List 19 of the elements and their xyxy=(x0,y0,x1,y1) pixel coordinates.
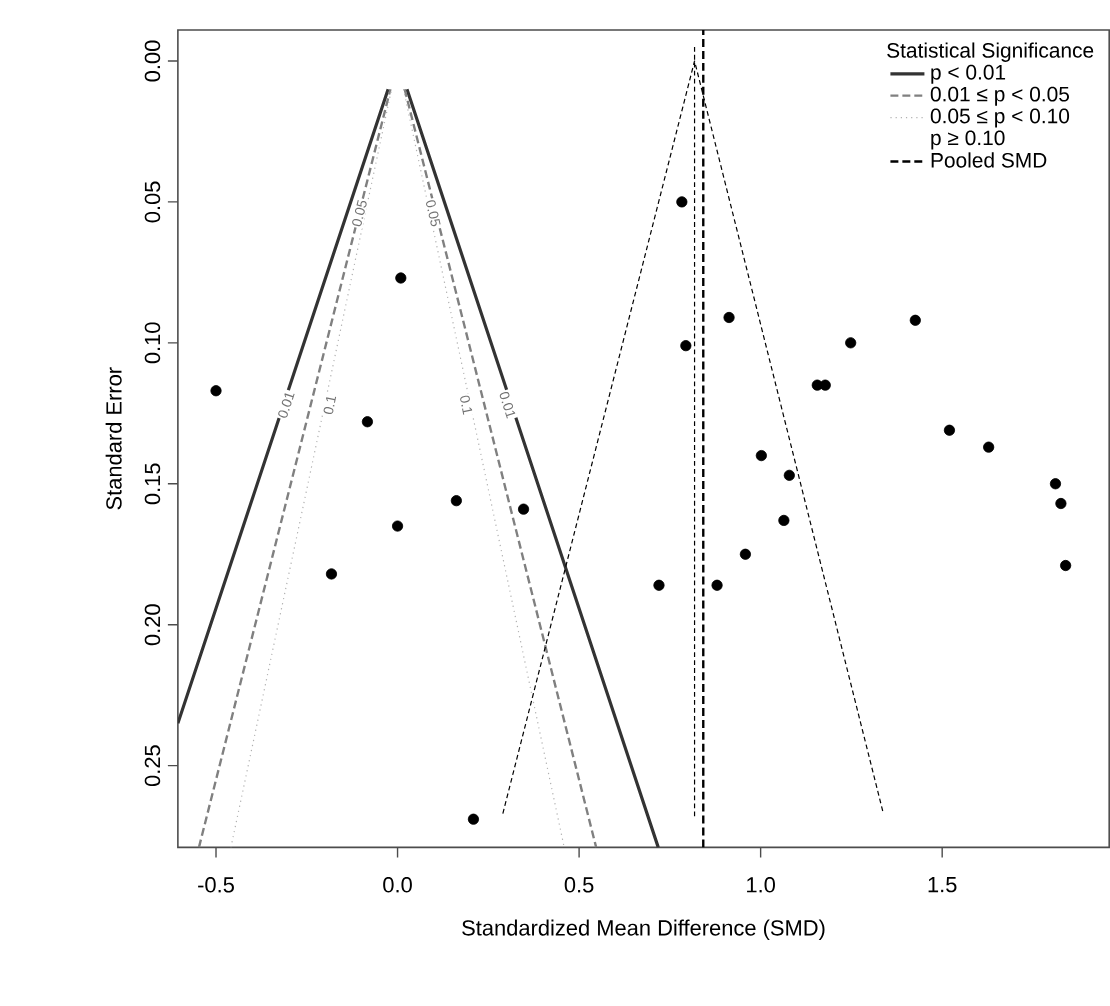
legend-title: Statistical Significance xyxy=(887,42,1094,63)
y-tick-label: 0.05 xyxy=(144,181,161,223)
y-tick-label: 0.10 xyxy=(144,322,161,364)
y-axis-title: Standard Error xyxy=(105,367,122,510)
legend-label: 0.01 ≤ p < 0.05 xyxy=(930,87,1070,107)
y-tick-label: 0.20 xyxy=(144,604,161,646)
x-tick-label: 1.5 xyxy=(928,877,957,893)
x-tick-label: 0.5 xyxy=(564,877,594,893)
legend-label: p < 0.01 xyxy=(931,65,1006,85)
x-tick-label: 0.0 xyxy=(383,877,412,893)
legend-label: 0.05 ≤ p < 0.10 xyxy=(930,108,1070,128)
y-tick-label: 0.00 xyxy=(144,40,161,82)
legend-label: Pooled SMD xyxy=(931,152,1047,169)
annotation: p ≥ 0.10 xyxy=(931,130,1005,150)
x-axis-title: Standardized Mean Difference (SMD) xyxy=(462,919,825,941)
y-tick-label: 0.15 xyxy=(144,463,161,505)
x-tick-label: 1.0 xyxy=(747,877,775,893)
x-tick-label: -0.5 xyxy=(198,877,234,893)
y-tick-label: 0.25 xyxy=(144,745,161,787)
